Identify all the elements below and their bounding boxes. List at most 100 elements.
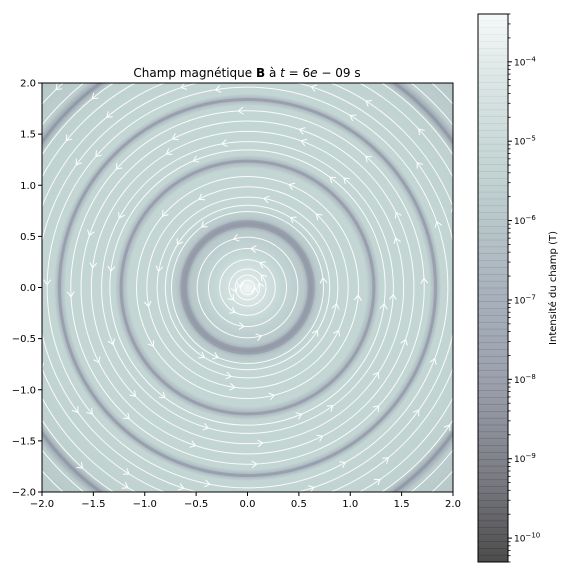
streamline-arrow (106, 111, 113, 118)
streamline-arrow (86, 407, 93, 415)
streamline-arrow (311, 329, 319, 337)
streamline-arrow (400, 338, 408, 346)
streamline (101, 141, 394, 434)
streamline-arrow (122, 468, 130, 475)
x-tick-label: 1.0 (342, 499, 358, 510)
streamline-arrow (365, 155, 372, 163)
streamline (70, 110, 425, 465)
colorbar: 10−4 10−5 10−6 10−7 10−8 10−9 10−10 Intensité … (477, 13, 559, 563)
streamline (109, 149, 386, 426)
streamline-arrow (198, 193, 206, 201)
streamline-arrow (192, 155, 200, 163)
streamline-arrow (250, 245, 257, 253)
streamline-arrow (412, 409, 420, 417)
colorbar-tick-label: 10−7 (514, 293, 536, 306)
streamline-arrow (143, 300, 152, 308)
streamline-arrow (129, 390, 137, 397)
streamline-arrow (456, 161, 462, 167)
streamline-arrow (220, 545, 225, 552)
streamline-arrow (353, 294, 362, 301)
plot-area (7, 45, 464, 552)
streamline (136, 176, 359, 399)
x-tick-label: −0.5 (184, 499, 208, 510)
streamline-arrow (236, 282, 245, 289)
streamline (219, 259, 276, 316)
colorbar-tick-label: 10−4 (514, 55, 536, 68)
streamline-arrow (214, 85, 222, 93)
streamline-arrow (333, 329, 341, 337)
streamline (90, 130, 405, 445)
streamline-arrow (393, 237, 401, 245)
streamline-arrows (7, 45, 464, 552)
colorbar-tick-label: 10−9 (514, 452, 536, 465)
streamline-arrow (115, 163, 123, 170)
streamline-arrow (225, 371, 233, 380)
streamline-arrow (250, 517, 255, 524)
streamline-arrow (389, 293, 397, 300)
colorbar-tick-label: 10−8 (514, 373, 536, 386)
streamline-arrow (211, 352, 219, 360)
streamline-arrow (95, 150, 102, 158)
streamline-arrow (300, 138, 308, 147)
streamline (156, 196, 339, 379)
streamline-arrow (458, 377, 464, 383)
streamline-arrow (155, 265, 164, 273)
y-axis: 2.0 1.5 1.0 0.5 0.0 −0.5 −1.0 −1.5 −2.0 (12, 79, 42, 499)
streamline-arrow (136, 45, 142, 51)
streamline-arrow (257, 282, 265, 290)
streamline-arrow (349, 114, 357, 122)
streamline-arrow (418, 128, 425, 136)
streamline-arrow (316, 434, 324, 442)
streamlines (42, 83, 453, 492)
streamline-arrow (288, 182, 296, 191)
title-bold: B (256, 66, 265, 80)
y-tick-label: −1.5 (12, 436, 36, 447)
streamline-arrow (289, 216, 297, 224)
streamline-arrow (13, 257, 20, 262)
streamline-arrow (124, 531, 130, 537)
streamline-arrow (237, 106, 244, 115)
streamline (80, 120, 415, 455)
streamline (207, 247, 288, 328)
y-tick-label: 2.0 (20, 79, 36, 90)
streamline-arrow (43, 279, 52, 286)
streamline-arrow (123, 412, 130, 420)
streamline-arrow (268, 392, 276, 401)
streamline-arrow (7, 345, 14, 351)
streamline-arrow (180, 83, 188, 90)
streamline-arrow (55, 83, 63, 91)
dark-rings (42, 83, 453, 492)
colorbar-tick-label: 10−5 (514, 135, 536, 148)
colorbar-fill (478, 14, 508, 562)
y-tick-label: 0.0 (20, 283, 36, 294)
streamline-arrow (89, 262, 98, 269)
title-prefix: Champ magnétique (133, 66, 256, 80)
streamline-arrow (372, 405, 380, 412)
streamline-arrow (75, 158, 83, 166)
streamline-arrow (13, 207, 20, 213)
field-heatmap (42, 83, 453, 492)
streamline-arrow (326, 405, 334, 412)
y-tick-label: 1.5 (20, 130, 36, 141)
streamline-arrow (177, 483, 185, 491)
streamline-arrow (455, 286, 462, 291)
streamline-arrow (200, 220, 208, 228)
streamline-arrow (202, 422, 210, 431)
streamline-arrow (147, 340, 155, 348)
streamline-arrow (353, 524, 359, 530)
streamline-arrow (260, 274, 268, 282)
y-tick-label: 1.0 (20, 181, 36, 192)
streamline-arrow (262, 195, 270, 204)
colorbar-tick-label: 10−10 (514, 532, 540, 545)
streamline-arrow (256, 505, 261, 512)
streamline-arrow (250, 286, 259, 293)
streamline-arrow (229, 306, 236, 314)
streamline-arrow (365, 100, 373, 107)
streamline (146, 186, 349, 389)
title-eq: = 6 (285, 66, 310, 80)
streamline-arrow (251, 460, 258, 469)
streamline-arrow (315, 213, 323, 221)
y-tick-label: −0.5 (12, 334, 36, 345)
field-ring (57, 97, 438, 478)
